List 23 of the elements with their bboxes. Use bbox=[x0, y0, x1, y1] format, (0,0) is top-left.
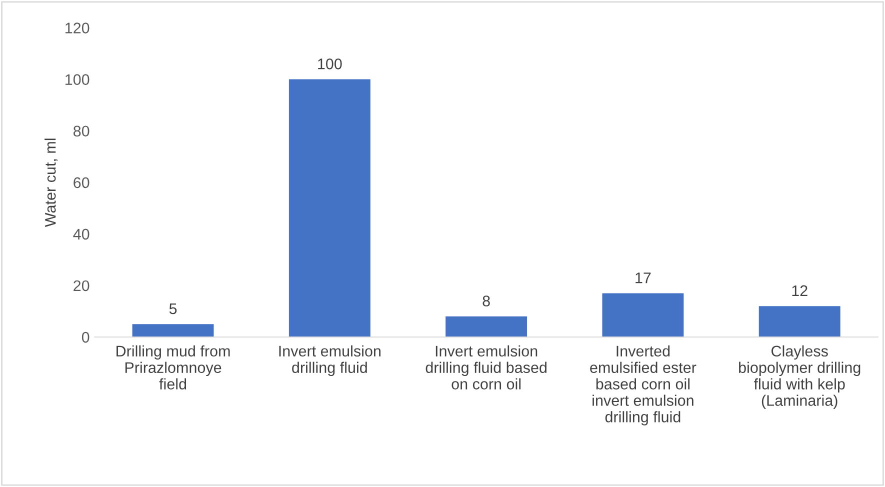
y-tick-label: 20 bbox=[74, 280, 90, 292]
bar bbox=[602, 293, 684, 338]
bar bbox=[132, 324, 214, 338]
data-label: 8 bbox=[482, 296, 490, 306]
bar bbox=[288, 79, 370, 338]
y-tick-label: 40 bbox=[73, 228, 90, 240]
y-tick-label: 0 bbox=[82, 332, 90, 343]
data-label: 12 bbox=[792, 285, 808, 296]
data-label: 100 bbox=[318, 58, 342, 70]
bar bbox=[758, 306, 840, 338]
x-tick-label: Inverted emulsified ester based corn oil invert emulsion drilling fluid bbox=[590, 345, 696, 426]
y-axis-title: Water cut, ml bbox=[44, 138, 58, 228]
data-label: 17 bbox=[636, 272, 651, 284]
y-tick-label: 80 bbox=[74, 126, 90, 137]
y-tick-label: 120 bbox=[66, 22, 90, 34]
y-tick-label: 100 bbox=[66, 74, 90, 85]
x-tick-label: Drilling mud from Prirazlomnoye field bbox=[116, 345, 230, 390]
y-tick-label: 60 bbox=[74, 177, 90, 188]
bar bbox=[446, 316, 528, 338]
x-tick-label: Clayless biopolymer drilling fluid with kelp (Laminaria) bbox=[739, 345, 860, 409]
x-tick-label: Invert emulsion drilling fluid bbox=[279, 345, 380, 376]
data-label: 5 bbox=[169, 303, 177, 314]
x-tick-label: Invert emulsion drilling fluid based on corn oil bbox=[426, 345, 546, 390]
